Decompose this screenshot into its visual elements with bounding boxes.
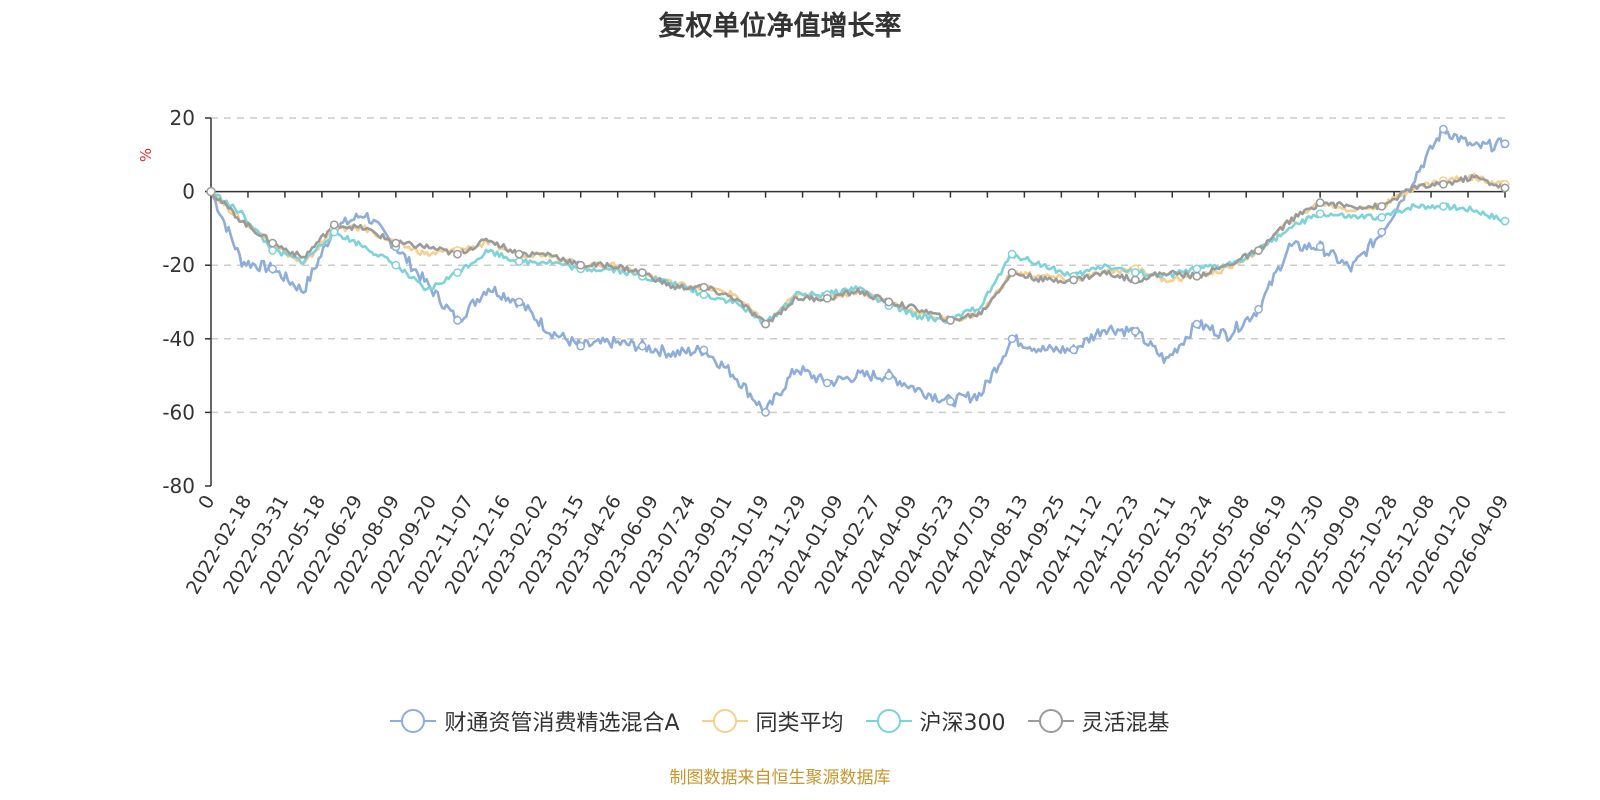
data-point [391, 238, 401, 248]
chart-title: 复权单位净值增长率 [658, 11, 902, 42]
legend-item-peer-average[interactable]: 同类平均 [701, 705, 844, 737]
data-point [1130, 275, 1140, 285]
data-point [1315, 209, 1325, 219]
y-tick-label: -20 [162, 253, 195, 277]
data-point [1315, 198, 1325, 207]
legend-swatch-icon [390, 706, 437, 736]
data-point [884, 371, 894, 380]
legend-circle-icon [712, 709, 737, 733]
data-point [1069, 275, 1079, 285]
data-point [1130, 327, 1140, 336]
data-point [1192, 264, 1202, 274]
data-point [329, 220, 339, 230]
data-point [1377, 227, 1387, 237]
y-tick-label: 0 [182, 180, 195, 204]
data-point [822, 378, 832, 388]
legend-label: 财通资管消费精选混合A [444, 711, 680, 736]
legend: 财通资管消费精选混合A 同类平均 沪深300 灵活混基 [0, 705, 1560, 737]
data-point [637, 268, 647, 277]
origin-point [206, 186, 216, 197]
series-line-0 [209, 126, 1507, 415]
data-point [761, 408, 770, 417]
data-point [1500, 183, 1510, 193]
data-point [268, 238, 277, 248]
data-point [822, 293, 832, 303]
data-point [576, 341, 586, 351]
grid-lines [211, 117, 1505, 414]
data-point [1007, 249, 1017, 259]
legend-item-fund[interactable]: 财通资管消费精选混合A [390, 705, 680, 737]
data-point [761, 319, 770, 329]
data-point [576, 260, 586, 270]
source-note: 制图数据来自恒生聚源数据库 [669, 768, 891, 788]
data-point [268, 246, 277, 255]
data-point [453, 268, 462, 277]
data-point [1439, 124, 1448, 134]
legend-item-csi300[interactable]: 沪深300 [865, 705, 1006, 737]
data-point [514, 249, 524, 259]
data-point [637, 341, 647, 351]
legend-item-flexible-mixed[interactable]: 灵活混基 [1027, 705, 1170, 737]
legend-label: 同类平均 [755, 711, 844, 736]
data-point [1500, 139, 1510, 149]
data-point [699, 290, 709, 299]
data-point [884, 297, 894, 307]
data-point [514, 257, 524, 266]
series-line-3 [209, 174, 1506, 327]
data-point [391, 260, 401, 270]
data-point [1192, 319, 1202, 329]
data-point [1007, 334, 1017, 344]
data-point [453, 249, 462, 259]
data-point [1377, 213, 1387, 222]
y-tick-label: -80 [162, 474, 195, 498]
data-point [699, 345, 709, 355]
data-point [1007, 268, 1017, 277]
data-point [946, 316, 955, 325]
y-tick-label: 20 [170, 106, 195, 130]
data-point [1254, 246, 1263, 255]
data-point [699, 282, 709, 292]
data-point [1130, 268, 1140, 277]
legend-label: 灵活混基 [1081, 711, 1170, 736]
data-point [1315, 242, 1325, 252]
legend-label: 沪深300 [919, 711, 1006, 736]
data-point [1439, 179, 1448, 189]
data-point [453, 316, 462, 325]
legend-swatch-icon [701, 706, 748, 736]
legend-circle-icon [876, 709, 901, 733]
series-markers [206, 124, 1510, 417]
data-point [329, 227, 339, 237]
legend-circle-icon [1038, 709, 1063, 733]
line-chart: 200-20-40-60-8002022-02-182022-03-312022… [162, 106, 1513, 598]
data-point [1500, 216, 1510, 226]
x-tick-label: 0 [194, 492, 219, 513]
legend-circle-icon [401, 709, 426, 733]
data-point [1192, 271, 1202, 281]
legend-swatch-icon [865, 706, 912, 736]
data-point [268, 264, 277, 274]
y-tick-label: -60 [162, 400, 195, 424]
data-point [1439, 201, 1448, 211]
series-lines [209, 126, 1507, 415]
y-tick-label: -40 [162, 327, 195, 351]
data-point [514, 297, 524, 307]
data-point [1069, 345, 1079, 355]
data-point [1377, 201, 1387, 211]
data-point [946, 397, 955, 406]
data-point [1254, 305, 1263, 314]
legend-swatch-icon [1027, 706, 1074, 736]
axes: 200-20-40-60-8002022-02-182022-03-312022… [162, 106, 1513, 598]
